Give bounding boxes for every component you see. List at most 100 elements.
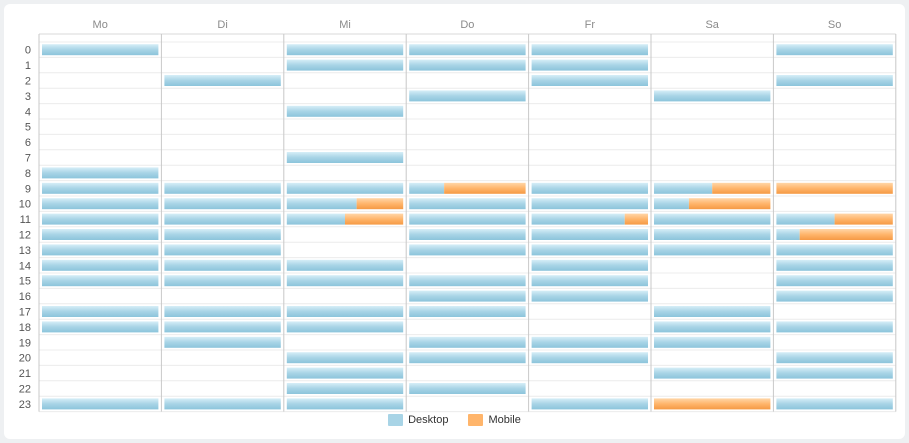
legend-label-desktop: Desktop bbox=[408, 414, 449, 426]
day-label: Sa bbox=[705, 19, 719, 31]
bar-desktop bbox=[409, 213, 526, 225]
bar-desktop bbox=[286, 259, 404, 271]
hour-label: 9 bbox=[25, 183, 31, 195]
bar-desktop bbox=[531, 44, 648, 56]
bar-desktop bbox=[286, 44, 404, 56]
bar-desktop bbox=[654, 244, 771, 256]
hour-label: 19 bbox=[19, 337, 31, 349]
bar-desktop bbox=[409, 290, 526, 302]
hour-label: 10 bbox=[19, 199, 31, 211]
bar-desktop bbox=[286, 275, 404, 287]
bar-desktop bbox=[42, 398, 159, 410]
legend-swatch-mobile bbox=[468, 414, 484, 426]
bar-desktop bbox=[531, 398, 648, 410]
bar-desktop bbox=[409, 275, 526, 287]
bar-desktop bbox=[654, 229, 771, 240]
bar-desktop bbox=[654, 336, 771, 348]
bar-desktop bbox=[42, 182, 159, 194]
bar-desktop bbox=[776, 259, 893, 271]
bar-mobile bbox=[654, 398, 771, 410]
bar-desktop bbox=[164, 75, 281, 86]
hour-label: 3 bbox=[25, 91, 31, 103]
legend-label-mobile: Mobile bbox=[488, 414, 521, 426]
hour-label: 14 bbox=[19, 260, 31, 272]
hour-label: 0 bbox=[25, 45, 31, 57]
bar-desktop bbox=[164, 244, 281, 256]
bar-desktop bbox=[409, 244, 526, 256]
bar-desktop bbox=[409, 336, 526, 348]
legend-item-desktop[interactable]: Desktop bbox=[388, 414, 448, 426]
bar-desktop bbox=[531, 259, 648, 271]
bar-desktop bbox=[164, 259, 281, 271]
hour-label: 11 bbox=[20, 214, 31, 226]
bar-desktop bbox=[654, 182, 713, 194]
bar-desktop bbox=[42, 259, 159, 271]
hour-label: 21 bbox=[19, 368, 31, 380]
hour-label: 4 bbox=[25, 106, 31, 118]
bar-desktop bbox=[776, 398, 893, 410]
bar-desktop bbox=[776, 367, 893, 379]
bar-desktop bbox=[654, 321, 771, 333]
hour-label: 13 bbox=[19, 245, 31, 257]
bar-desktop bbox=[409, 44, 526, 56]
bar-desktop bbox=[286, 398, 404, 410]
legend-swatch-desktop bbox=[388, 414, 404, 426]
bar-desktop bbox=[42, 275, 159, 287]
bar-desktop bbox=[164, 321, 281, 333]
bar-desktop bbox=[286, 306, 404, 317]
bar-desktop bbox=[164, 336, 281, 348]
bar-desktop bbox=[531, 75, 648, 86]
bar-desktop bbox=[776, 321, 893, 333]
bar-desktop bbox=[409, 383, 526, 394]
bar-desktop bbox=[286, 367, 404, 379]
bar-desktop bbox=[164, 213, 281, 225]
bar-desktop bbox=[531, 213, 625, 225]
bar-desktop bbox=[654, 198, 689, 210]
hour-label: 15 bbox=[19, 276, 31, 288]
bar-desktop bbox=[531, 198, 648, 210]
bar-desktop bbox=[776, 244, 893, 256]
bar-desktop bbox=[42, 167, 159, 179]
bar-desktop bbox=[42, 44, 159, 56]
bar-desktop bbox=[286, 213, 345, 225]
bar-mobile bbox=[712, 182, 771, 194]
bar-desktop bbox=[42, 244, 159, 256]
hour-label: 22 bbox=[19, 384, 31, 396]
bar-desktop bbox=[531, 244, 648, 256]
bar-desktop bbox=[286, 152, 404, 163]
bar-mobile bbox=[688, 198, 771, 210]
legend-item-mobile[interactable]: Mobile bbox=[468, 414, 521, 426]
bar-desktop bbox=[286, 59, 404, 71]
hour-label: 23 bbox=[19, 399, 31, 411]
bar-desktop bbox=[164, 229, 281, 240]
hour-label: 6 bbox=[25, 137, 31, 149]
bar-mobile bbox=[834, 213, 893, 225]
bar-desktop bbox=[409, 182, 445, 194]
bar-desktop bbox=[409, 352, 526, 364]
bar-desktop bbox=[531, 275, 648, 287]
bar-desktop bbox=[531, 290, 648, 302]
bar-mobile bbox=[624, 213, 648, 225]
bar-desktop bbox=[654, 213, 771, 225]
bar-desktop bbox=[409, 306, 526, 317]
day-label: Do bbox=[460, 19, 474, 31]
bar-mobile bbox=[799, 229, 893, 240]
bar-desktop bbox=[409, 59, 526, 71]
bar-desktop bbox=[776, 275, 893, 287]
bar-desktop bbox=[776, 213, 835, 225]
bar-desktop bbox=[776, 75, 893, 86]
bar-mobile bbox=[356, 198, 404, 210]
hour-label: 17 bbox=[19, 307, 31, 319]
bar-desktop bbox=[42, 213, 159, 225]
bar-desktop bbox=[164, 306, 281, 317]
bar-desktop bbox=[42, 306, 159, 317]
day-label: Mi bbox=[339, 19, 351, 31]
bar-desktop bbox=[42, 321, 159, 333]
bar-desktop bbox=[164, 182, 281, 194]
bar-mobile bbox=[345, 213, 404, 225]
day-label: Mo bbox=[93, 19, 108, 31]
bar-desktop bbox=[164, 398, 281, 410]
bar-mobile bbox=[776, 182, 893, 194]
bar-desktop bbox=[409, 90, 526, 102]
